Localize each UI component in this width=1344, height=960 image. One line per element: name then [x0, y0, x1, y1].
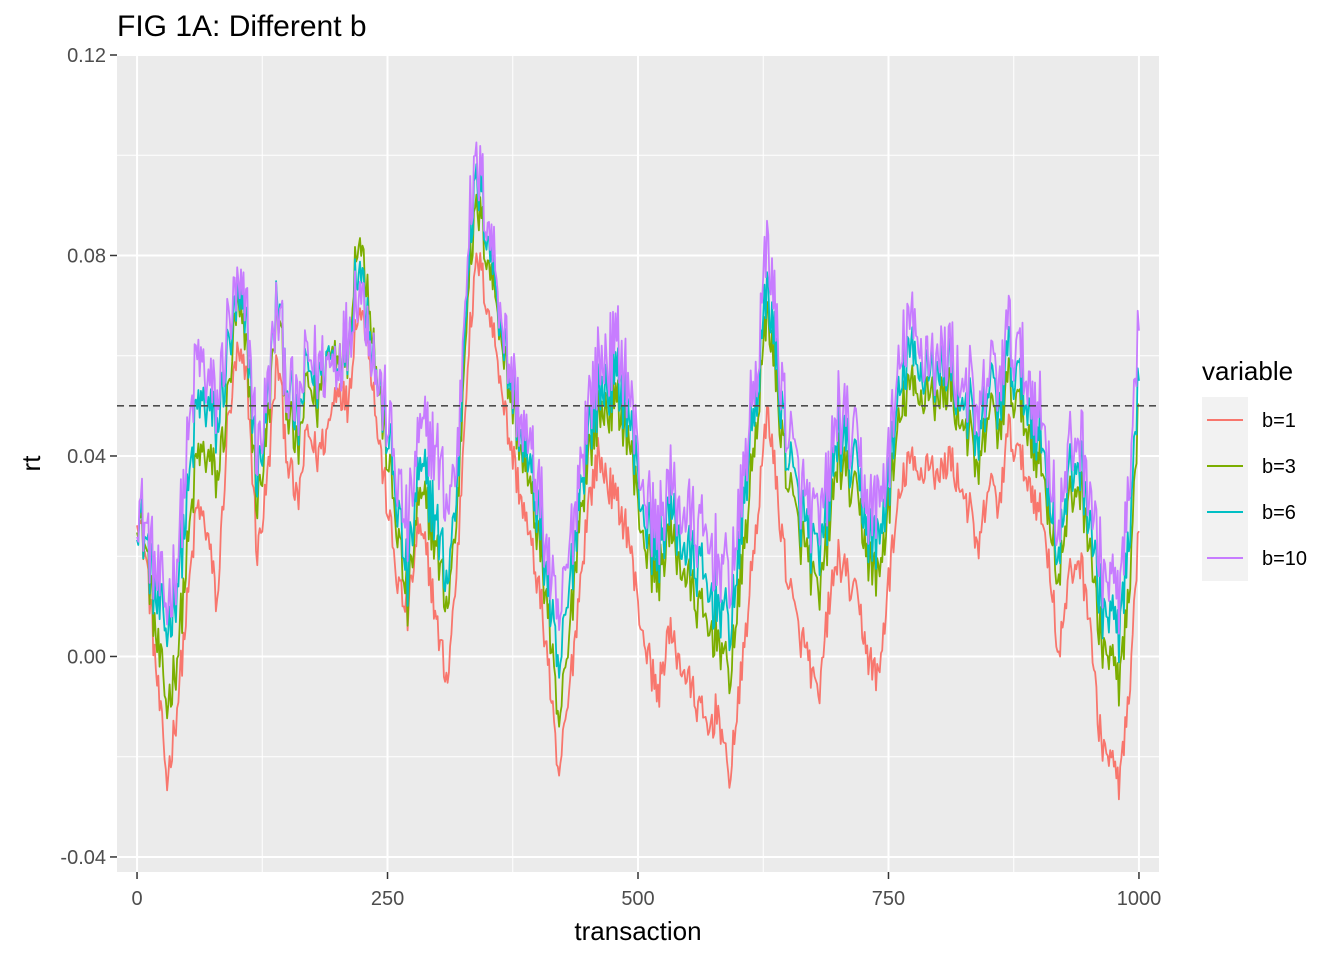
legend-keys-background: [1202, 397, 1248, 581]
chart-title: FIG 1A: Different b: [117, 10, 367, 43]
y-tick-label: -0.04: [60, 847, 106, 869]
y-tick-label: 0.04: [67, 446, 106, 468]
legend: variable b=1 b=3 b=6 b=10: [1202, 356, 1307, 581]
y-axis-title: rt: [16, 455, 46, 472]
legend-label: b=6: [1262, 502, 1296, 524]
x-tick-label: 1000: [1117, 888, 1162, 910]
series-lines: [136, 141, 1140, 801]
legend-label: b=10: [1262, 548, 1307, 570]
x-tick-label: 750: [872, 888, 905, 910]
y-tick-label: 0.00: [67, 646, 106, 668]
x-tick-label: 250: [371, 888, 404, 910]
x-tick-label: 0: [131, 888, 142, 910]
series-line-b3: [136, 193, 1140, 728]
legend-title: variable: [1202, 356, 1293, 386]
x-axis-title: transaction: [574, 916, 701, 946]
series-line-b10: [136, 141, 1140, 635]
y-tick-label: 0.08: [67, 245, 106, 267]
legend-label: b=3: [1262, 456, 1296, 478]
y-tick-label: 0.12: [67, 45, 106, 67]
x-tick-label: 500: [621, 888, 654, 910]
y-axis: -0.04 0.00 0.04 0.08 0.12: [60, 45, 117, 869]
legend-label: b=1: [1262, 410, 1296, 432]
series-line-b1: [136, 252, 1140, 801]
x-axis: 0 250 500 750 1000: [131, 872, 1161, 910]
